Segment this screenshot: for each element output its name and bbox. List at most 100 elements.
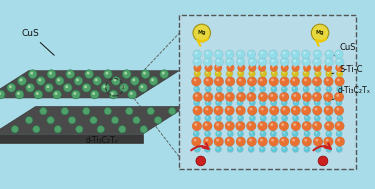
Circle shape (304, 101, 306, 103)
Text: Mg: Mg (198, 30, 206, 35)
Circle shape (49, 72, 52, 75)
Circle shape (279, 92, 289, 102)
Circle shape (261, 132, 263, 134)
Circle shape (335, 137, 345, 146)
Circle shape (57, 78, 60, 81)
Circle shape (227, 108, 230, 111)
Circle shape (216, 72, 218, 74)
Circle shape (294, 147, 296, 149)
Text: CuS: CuS (334, 43, 356, 56)
Circle shape (325, 58, 333, 66)
Circle shape (316, 87, 318, 89)
Circle shape (206, 116, 208, 118)
Circle shape (249, 147, 251, 149)
Circle shape (338, 147, 339, 149)
Circle shape (304, 115, 310, 121)
Circle shape (195, 72, 198, 74)
Circle shape (38, 78, 41, 81)
Circle shape (271, 52, 273, 54)
Circle shape (271, 100, 277, 106)
Circle shape (205, 100, 211, 106)
Circle shape (314, 94, 317, 97)
Circle shape (122, 85, 124, 88)
Circle shape (238, 59, 241, 62)
Circle shape (217, 147, 219, 149)
Circle shape (216, 100, 222, 106)
Circle shape (281, 146, 288, 152)
Circle shape (283, 132, 285, 134)
Circle shape (160, 70, 169, 78)
Circle shape (292, 146, 299, 152)
Circle shape (281, 70, 288, 77)
Circle shape (9, 85, 12, 88)
Circle shape (216, 86, 222, 92)
Circle shape (237, 146, 243, 152)
Circle shape (15, 90, 24, 99)
Circle shape (193, 58, 201, 66)
Circle shape (292, 131, 298, 137)
Circle shape (292, 86, 298, 92)
Circle shape (327, 123, 329, 126)
Circle shape (249, 94, 252, 97)
Circle shape (304, 146, 310, 152)
Circle shape (280, 77, 290, 86)
Circle shape (279, 137, 289, 146)
Circle shape (237, 115, 244, 121)
Circle shape (90, 116, 97, 124)
Circle shape (304, 131, 310, 137)
Circle shape (36, 77, 45, 85)
Circle shape (291, 121, 301, 131)
Circle shape (282, 72, 285, 74)
Circle shape (249, 131, 255, 137)
Circle shape (111, 92, 114, 95)
Circle shape (269, 77, 279, 86)
Circle shape (214, 137, 223, 146)
Circle shape (133, 116, 140, 124)
Circle shape (85, 70, 93, 78)
Circle shape (293, 72, 296, 74)
Text: CuS: CuS (21, 29, 54, 55)
Circle shape (216, 66, 218, 68)
Circle shape (97, 125, 105, 133)
Circle shape (36, 92, 39, 95)
Circle shape (271, 139, 274, 142)
Circle shape (217, 87, 219, 89)
Circle shape (236, 137, 246, 146)
Circle shape (314, 123, 317, 126)
Circle shape (270, 94, 273, 97)
Circle shape (258, 77, 267, 86)
Circle shape (55, 77, 64, 85)
Circle shape (327, 132, 329, 134)
Circle shape (261, 87, 263, 89)
Circle shape (335, 64, 343, 72)
Circle shape (227, 94, 230, 97)
Circle shape (283, 52, 285, 54)
Circle shape (141, 85, 143, 88)
Circle shape (162, 72, 165, 75)
Circle shape (195, 59, 197, 62)
Circle shape (304, 87, 306, 89)
Circle shape (47, 116, 54, 124)
Circle shape (227, 78, 230, 81)
Circle shape (205, 115, 211, 121)
Circle shape (303, 86, 309, 92)
Circle shape (281, 50, 290, 59)
Circle shape (260, 139, 263, 142)
Circle shape (76, 78, 79, 81)
Circle shape (302, 58, 310, 66)
Circle shape (291, 92, 301, 102)
Circle shape (250, 72, 252, 74)
Circle shape (314, 115, 320, 121)
Circle shape (336, 52, 339, 54)
Circle shape (294, 66, 296, 68)
Circle shape (216, 139, 219, 142)
Circle shape (238, 78, 242, 81)
Circle shape (315, 86, 321, 92)
Circle shape (306, 116, 308, 118)
Circle shape (93, 77, 102, 85)
Circle shape (272, 108, 274, 111)
Circle shape (217, 116, 219, 118)
Circle shape (258, 58, 267, 66)
Circle shape (138, 83, 147, 92)
Circle shape (260, 78, 262, 81)
